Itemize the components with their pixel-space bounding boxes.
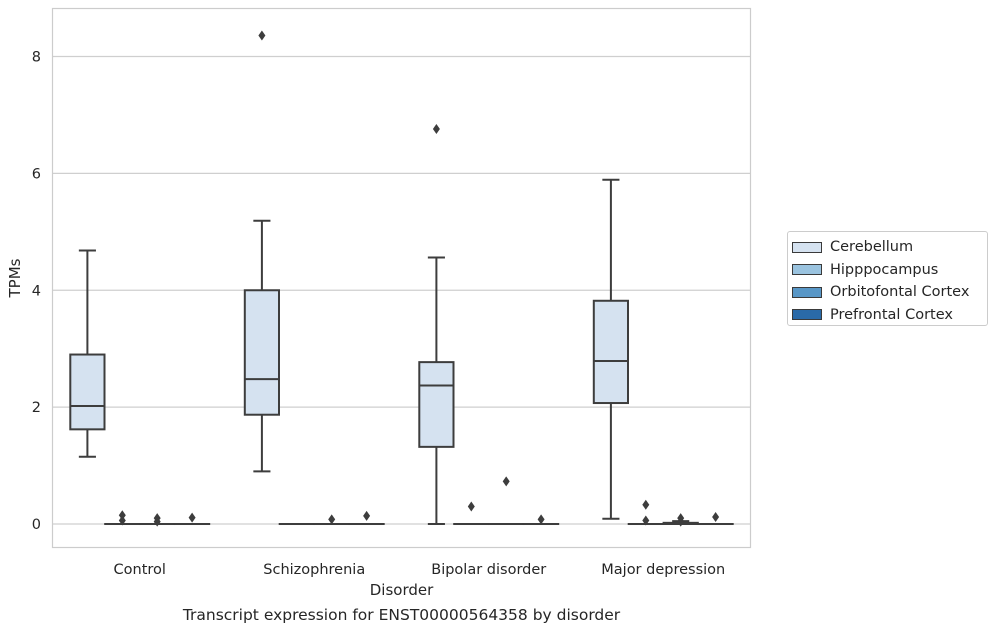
outlier-point xyxy=(258,30,266,41)
outlier-point xyxy=(118,515,126,526)
box-orbitofontal-cortex xyxy=(662,513,699,527)
grid-lines xyxy=(52,55,751,525)
outlier-point xyxy=(118,510,126,521)
x-tick-label: Schizophrenia xyxy=(263,562,365,578)
boxes xyxy=(69,30,734,527)
y-tick-label: 2 xyxy=(32,400,41,416)
legend-label: Orbitofontal Cortex xyxy=(830,284,970,301)
legend-item: Prefrontal Cortex xyxy=(792,304,987,327)
outlier-point xyxy=(642,515,650,526)
box-hipppocampus xyxy=(104,510,141,526)
box-cerebellum xyxy=(69,249,106,458)
box-iqr xyxy=(592,299,630,405)
outlier-point xyxy=(712,511,720,522)
outlier-point xyxy=(188,512,196,523)
plot-area-frame xyxy=(51,7,752,549)
legend-item: Orbitofontal Cortex xyxy=(792,281,987,304)
y-tick-label: 4 xyxy=(32,283,41,299)
box-iqr xyxy=(243,289,281,416)
legend-label: Cerebellum xyxy=(830,239,914,256)
legend-label: Prefrontal Cortex xyxy=(830,306,953,323)
outlier-point xyxy=(467,501,475,512)
legend-item: Hipppocampus xyxy=(792,259,987,282)
outlier-point xyxy=(502,476,510,487)
outlier-point xyxy=(642,499,650,510)
box-orbitofontal-cortex xyxy=(488,476,525,526)
box-iqr xyxy=(69,353,106,431)
box-iqr xyxy=(418,361,455,448)
legend-swatch xyxy=(792,264,822,276)
chart-title: Transcript expression for ENST0000056435… xyxy=(182,606,621,624)
y-tick-labels: 0 2 4 6 8 xyxy=(32,50,41,534)
legend-swatch xyxy=(792,309,822,321)
box-cerebellum xyxy=(418,123,455,525)
box-hipppocampus xyxy=(627,499,664,526)
x-tick-label: Major depression xyxy=(601,562,725,578)
legend-label: Hipppocampus xyxy=(830,261,939,278)
x-tick-label: Control xyxy=(114,562,166,578)
box-cerebellum xyxy=(243,30,281,473)
outlier-point xyxy=(153,516,161,527)
box-orbitofontal-cortex xyxy=(139,513,176,527)
y-tick-label: 8 xyxy=(32,50,41,66)
x-tick-labels: Control Schizophrenia Bipolar disorder Majo… xyxy=(114,562,726,578)
y-axis-label: TPMs xyxy=(6,258,24,298)
box-prefrontal-cortex xyxy=(348,510,385,526)
box-prefrontal-cortex xyxy=(173,512,211,526)
outlier-point xyxy=(432,123,440,134)
box-cerebellum xyxy=(592,178,630,520)
box-orbitofontal-cortex xyxy=(313,514,350,526)
legend-swatch xyxy=(792,286,822,298)
outlier-point xyxy=(537,514,545,525)
legend: Cerebellum Hipppocampus Orbitofontal Cor… xyxy=(787,231,988,326)
x-axis-label: Disorder xyxy=(370,581,434,599)
y-tick-label: 6 xyxy=(32,166,41,182)
box-prefrontal-cortex xyxy=(697,511,734,526)
y-tick-label: 0 xyxy=(32,517,41,533)
x-tick-label: Bipolar disorder xyxy=(431,562,546,578)
box-prefrontal-cortex xyxy=(522,514,560,526)
outlier-point xyxy=(363,510,371,521)
legend-swatch xyxy=(792,241,822,253)
outlier-point xyxy=(328,514,336,525)
outlier-point xyxy=(677,516,685,527)
box-hipppocampus xyxy=(453,501,490,526)
legend-item: Cerebellum xyxy=(792,236,987,259)
